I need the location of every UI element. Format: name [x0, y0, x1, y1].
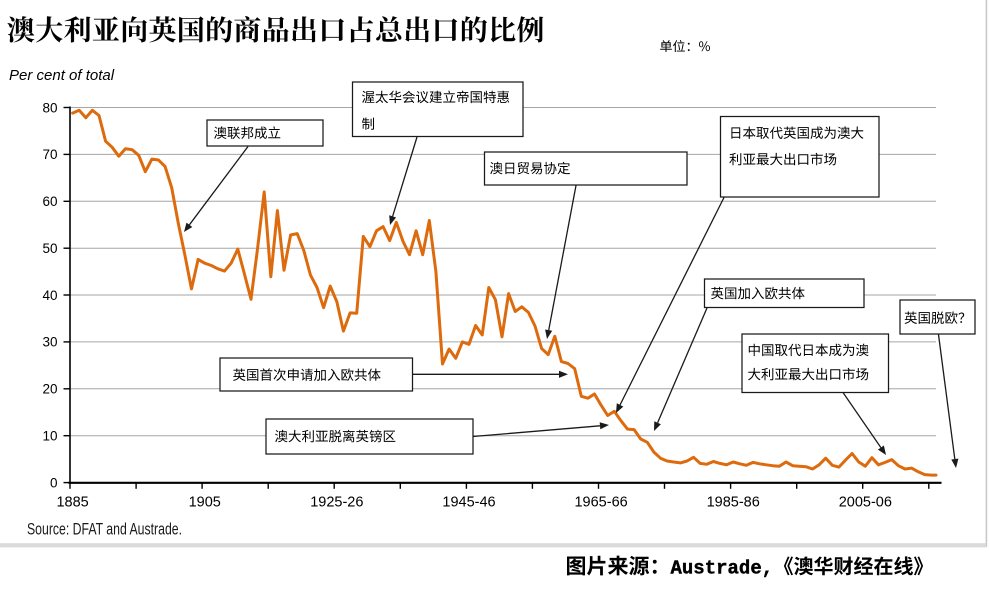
svg-text:Source: DFAT and Austrade.: Source: DFAT and Austrade.	[27, 520, 182, 539]
svg-text:2005-06: 2005-06	[839, 495, 892, 511]
svg-text:Per cent of total: Per cent of total	[9, 67, 115, 84]
svg-text:70: 70	[42, 147, 57, 162]
svg-text:1985-86: 1985-86	[707, 495, 760, 511]
svg-text:50: 50	[42, 241, 57, 256]
svg-text:80: 80	[42, 100, 57, 115]
svg-text:20: 20	[42, 382, 57, 397]
svg-text:1965-66: 1965-66	[574, 495, 627, 511]
svg-text:60: 60	[42, 194, 57, 209]
svg-text:30: 30	[42, 335, 57, 350]
svg-text:1925-26: 1925-26	[310, 495, 363, 511]
svg-text:0: 0	[50, 475, 58, 490]
svg-text:40: 40	[42, 288, 57, 303]
svg-text:1905: 1905	[189, 495, 221, 511]
svg-text:Austrade,: Austrade,	[671, 558, 774, 580]
svg-text:1945-46: 1945-46	[442, 495, 495, 511]
svg-text:10: 10	[42, 429, 57, 444]
svg-text:1885: 1885	[56, 495, 88, 511]
